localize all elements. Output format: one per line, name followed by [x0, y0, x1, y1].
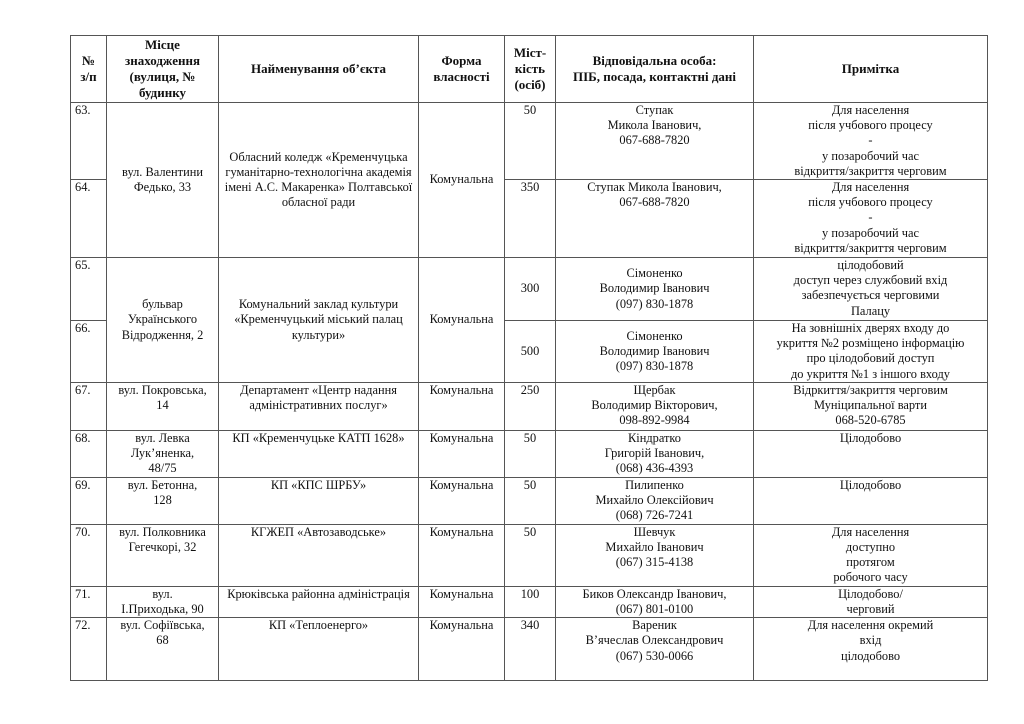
cell-form: Комунальна — [418, 257, 505, 383]
cell-note: Для населення після учбового процесу - у… — [753, 101, 988, 181]
cell-note: цілодобовий доступ через службовий вхід … — [753, 257, 988, 322]
cell-num: 64. — [70, 179, 107, 259]
header-note: Примітка — [753, 35, 988, 103]
cell-num: 66. — [70, 320, 107, 383]
cell-name: КГЖЕП «Автозаводське» — [218, 523, 419, 587]
cell-note: Цілодобово — [753, 476, 988, 525]
cell-location: вул. Левка Лук’яненка, 48/75 — [106, 429, 219, 478]
header-contact: Відповідальна особа: ПІБ, посада, контак… — [555, 35, 754, 103]
cell-note: Для населення після учбового процесу - у… — [753, 179, 988, 259]
cell-contact: Биков Олександр Іванович, (067) 801-0100 — [555, 585, 754, 619]
cell-form: Комунальна — [418, 523, 505, 587]
cell-num: 67. — [70, 381, 107, 431]
cell-location: вул. Покровська, 14 — [106, 381, 219, 431]
cell-contact: Сімоненко Володимир Іванович (097) 830-1… — [555, 320, 754, 383]
cell-note: Цілодобово — [753, 429, 988, 478]
cell-form: Комунальна — [418, 617, 505, 682]
cell-num: 71. — [70, 585, 107, 619]
cell-note: Для населення доступно протягом робочого… — [753, 523, 988, 587]
cell-contact: Ступак Микола Іванович, 067-688-7820 — [555, 179, 754, 259]
cell-capacity: 350 — [504, 179, 556, 259]
cell-location: вул. Валентини Федько, 33 — [106, 101, 219, 259]
header-num: № з/п — [70, 35, 107, 103]
cell-contact: Шевчук Михайло Іванович (067) 315-4138 — [555, 523, 754, 587]
cell-contact: Пилипенко Михайло Олексійович (068) 726-… — [555, 476, 754, 525]
cell-name: Обласний коледж «Кременчуцька гуманітарн… — [218, 101, 419, 259]
table-row: 70. вул. Полковника Гегечкорі, 32 КГЖЕП «А… — [70, 523, 988, 587]
cell-location: вул. Бетонна, 128 — [106, 476, 219, 525]
cell-name: КП «Кременчуцьке КАТП 1628» — [218, 429, 419, 478]
cell-capacity: 340 — [504, 617, 556, 682]
header-name: Найменування об’єкта — [218, 35, 419, 103]
cell-name: Комунальний заклад культури «Кременчуцьк… — [218, 257, 419, 383]
cell-note: Відркиття/закриття черговим Муніципально… — [753, 381, 988, 431]
cell-num: 70. — [70, 523, 107, 587]
cell-num: 72. — [70, 617, 107, 682]
cell-location: бульвар Українського Відродження, 2 — [106, 257, 219, 383]
table-row: 67. вул. Покровська, 14 Департамент «Центр… — [70, 381, 988, 431]
table-row: 72. вул. Софіївська, 68 КП «Теплоенерго» Ко… — [70, 617, 988, 682]
cell-form: Комунальна — [418, 476, 505, 525]
cell-form: Комунальна — [418, 429, 505, 478]
cell-capacity: 100 — [504, 585, 556, 619]
header-row: № з/п Місце знаходження (вулиця, № будин… — [70, 35, 988, 103]
cell-num: 68. — [70, 429, 107, 478]
table-row: 68. вул. Левка Лук’яненка, 48/75 КП «Креме… — [70, 429, 988, 478]
header-capacity: Міст- кість (осіб) — [504, 35, 556, 103]
cell-note: Для населення окремий вхід цілодобово — [753, 617, 988, 682]
cell-capacity: 50 — [504, 476, 556, 525]
header-location: Місце знаходження (вулиця, № будинку — [106, 35, 219, 103]
cell-capacity: 50 — [504, 523, 556, 587]
table-row: 64. 350 Ступак Микола Іванович, 067-688-78… — [70, 179, 988, 259]
cell-contact: Сімоненко Володимир Іванович (097) 830-1… — [555, 257, 754, 322]
cell-form: Комунальна — [418, 381, 505, 431]
cell-note: Цілодобово/ черговий — [753, 585, 988, 619]
cell-capacity: 300 — [504, 257, 556, 322]
cell-num: 63. — [70, 101, 107, 181]
cell-contact: Ступак Микола Іванович, 067-688-7820 — [555, 101, 754, 181]
cell-location: вул. Софіївська, 68 — [106, 617, 219, 682]
cell-capacity: 500 — [504, 320, 556, 383]
cell-capacity: 50 — [504, 101, 556, 181]
cell-location: вул. Полковника Гегечкорі, 32 — [106, 523, 219, 587]
cell-name: КП «КПС ШРБУ» — [218, 476, 419, 525]
table-row: 69. вул. Бетонна, 128 КП «КПС ШРБУ» Комунал… — [70, 476, 988, 525]
cell-contact: Вареник В’ячеслав Олександрович (067) 53… — [555, 617, 754, 682]
header-form: Форма власності — [418, 35, 505, 103]
cell-note: На зовнішніх дверях входу до укриття №2 … — [753, 320, 988, 383]
cell-form: Комунальна — [418, 101, 505, 259]
table-row: 71. вул. І.Приходька, 90 Крюківська районн… — [70, 585, 988, 619]
shelters-table: № з/п Місце знаходження (вулиця, № будин… — [70, 35, 988, 682]
cell-capacity: 50 — [504, 429, 556, 478]
table-row: 65. бульвар Українського Відродження, 2 Ко… — [70, 257, 988, 383]
table-row: 66. 500 Сімоненко Володимир Іванович (097)… — [70, 320, 988, 383]
cell-form: Комунальна — [418, 585, 505, 619]
cell-num: 65. — [70, 257, 107, 322]
cell-name: КП «Теплоенерго» — [218, 617, 419, 682]
cell-name: Крюківська районна адміністрація — [218, 585, 419, 619]
cell-location: вул. І.Приходька, 90 — [106, 585, 219, 619]
cell-contact: Щербак Володимир Вікторович, 098-892-998… — [555, 381, 754, 431]
cell-contact: Кіндратко Григорій Іванович, (068) 436-4… — [555, 429, 754, 478]
cell-num: 69. — [70, 476, 107, 525]
cell-name: Департамент «Центр надання адміністратив… — [218, 381, 419, 431]
table-row: 63. вул. Валентини Федько, 33 Обласний кол… — [70, 101, 988, 259]
cell-capacity: 250 — [504, 381, 556, 431]
